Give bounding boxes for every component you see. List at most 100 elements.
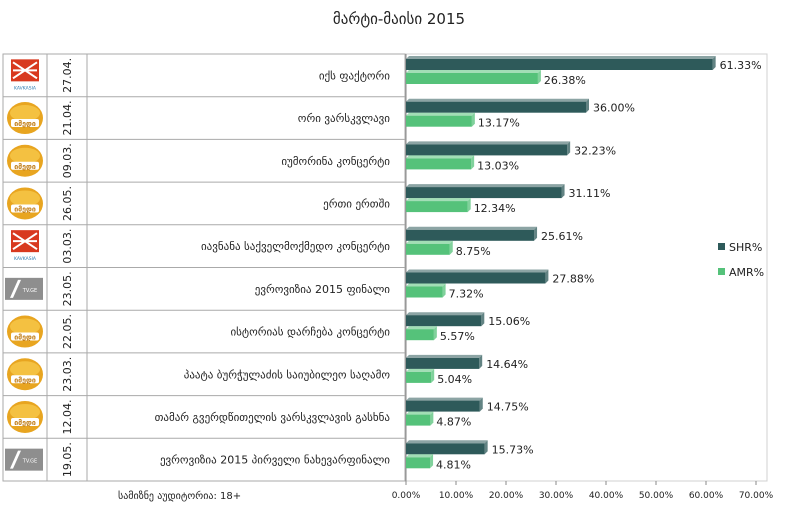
x-tick-label: 70.00% xyxy=(739,491,774,501)
amr-bar xyxy=(406,73,538,84)
row-label: ისტორიას დარჩება კონცერტი xyxy=(230,326,390,339)
x-tick-label: 10.00% xyxy=(439,491,474,501)
amr-bar xyxy=(406,457,431,469)
x-tick-label: 60.00% xyxy=(689,491,724,501)
imedi-logo-icon: იმედი xyxy=(7,400,43,433)
shr-value-label: 15.73% xyxy=(492,443,534,456)
x-tick-label: 40.00% xyxy=(589,491,624,501)
shr-bar-side xyxy=(534,226,538,241)
tvge-logo-icon: TV.GE xyxy=(5,277,43,300)
amr-bar-top xyxy=(406,326,437,330)
row-date: 26.05. xyxy=(61,186,74,221)
shr-bar-top xyxy=(406,226,538,230)
amr-bar-top xyxy=(406,368,435,372)
row-label: ევროვიზია 2015 პირველი ნახევარფინალი xyxy=(160,454,390,467)
x-tick-label: 30.00% xyxy=(539,491,574,501)
row-date: 12.04. xyxy=(61,399,74,434)
tvge-logo-text: TV.GE xyxy=(22,459,37,465)
row-label: იუმორინა კონცერტი xyxy=(281,155,390,168)
amr-bar-side xyxy=(471,155,475,170)
imedi-logo-text: იმედი xyxy=(14,120,36,128)
amr-value-label: 7.32% xyxy=(449,288,484,301)
shr-value-label: 31.11% xyxy=(569,187,611,200)
row-date: 09.03. xyxy=(61,143,74,178)
legend-swatch xyxy=(718,268,725,275)
shr-bar xyxy=(406,187,562,199)
shr-bar xyxy=(406,315,482,327)
amr-bar xyxy=(406,414,431,426)
amr-value-label: 4.87% xyxy=(436,416,471,429)
shr-bar xyxy=(406,400,480,412)
legend-label: AMR% xyxy=(729,266,764,279)
tvge-logo-text: TV.GE xyxy=(22,288,37,294)
shr-bar-side xyxy=(479,354,483,369)
shr-value-label: 61.33% xyxy=(720,59,762,72)
amr-value-label: 12.34% xyxy=(474,202,516,215)
amr-value-label: 5.04% xyxy=(437,373,472,386)
shr-bar-top xyxy=(406,312,485,316)
amr-value-label: 4.81% xyxy=(436,458,471,471)
amr-value-label: 13.17% xyxy=(478,117,520,130)
amr-bar-side xyxy=(433,326,437,341)
kavkasia-logo-icon: KAVKASIA xyxy=(11,230,39,262)
shr-bar xyxy=(406,443,485,455)
shr-bar xyxy=(406,229,535,241)
amr-bar xyxy=(406,371,432,383)
row-label: იქს ფაქტორი xyxy=(319,69,390,82)
amr-bar-top xyxy=(406,112,475,116)
legend-swatch xyxy=(718,243,725,250)
imedi-logo-text: იმედი xyxy=(14,205,36,213)
kavkasia-logo-icon: KAVKASIA xyxy=(11,59,39,91)
shr-bar-top xyxy=(406,184,565,188)
shr-bar xyxy=(406,357,480,369)
shr-bar-side xyxy=(567,141,571,156)
shr-bar xyxy=(406,272,546,284)
target-audience-note: სამიზნე აუდიტორია: 18+ xyxy=(118,491,242,502)
amr-value-label: 26.38% xyxy=(544,74,586,87)
amr-bar-top xyxy=(406,411,434,415)
x-tick-label: 50.00% xyxy=(639,491,674,501)
amr-value-label: 13.03% xyxy=(477,159,519,172)
imedi-logo-text: იმედი xyxy=(14,419,36,427)
shr-bar xyxy=(406,101,586,113)
amr-bar-top xyxy=(406,198,471,202)
shr-bar xyxy=(406,59,713,70)
row-label: ორი ვარსკვლავი xyxy=(298,112,391,125)
shr-bar-top xyxy=(406,56,716,59)
amr-bar-top xyxy=(406,240,453,244)
x-tick-label: 0.00% xyxy=(392,491,421,501)
shr-bar-top xyxy=(406,98,589,102)
shr-bar-top xyxy=(406,269,549,273)
row-date: 23.03. xyxy=(61,357,74,392)
row-date: 22.05. xyxy=(61,314,74,349)
shr-bar-side xyxy=(561,184,565,199)
kavkasia-logo-text: KAVKASIA xyxy=(14,85,37,91)
amr-bar-side xyxy=(442,283,446,298)
amr-bar xyxy=(406,286,443,298)
row-label: იავნანა საქველმოქმედო კონცერტი xyxy=(201,240,390,253)
amr-bar-side xyxy=(471,112,475,127)
shr-value-label: 14.64% xyxy=(486,358,528,371)
shr-value-label: 36.00% xyxy=(593,102,635,115)
amr-value-label: 8.75% xyxy=(456,245,491,258)
amr-bar-top xyxy=(406,155,475,159)
tvge-logo-icon: TV.GE xyxy=(5,448,43,471)
amr-value-label: 5.57% xyxy=(440,330,475,343)
amr-bar-side xyxy=(449,240,453,255)
amr-bar xyxy=(406,115,472,127)
shr-bar-side xyxy=(712,56,716,70)
amr-bar xyxy=(406,243,450,255)
imedi-logo-icon: იმედი xyxy=(7,315,43,348)
amr-bar xyxy=(406,158,472,170)
imedi-logo-icon: იმედი xyxy=(7,144,43,177)
row-label: პაატა ბურჭულაძის საიუბილეო საღამო xyxy=(184,368,391,381)
imedi-logo-icon: იმედი xyxy=(7,358,43,391)
shr-value-label: 25.61% xyxy=(541,230,583,243)
row-label: თამარ გვერდწითელის ვარსკვლავის გასხნა xyxy=(155,411,391,424)
amr-bar-side xyxy=(430,411,434,426)
amr-bar xyxy=(406,329,434,341)
row-date: 03.03. xyxy=(61,229,74,264)
shr-value-label: 32.23% xyxy=(574,144,616,157)
shr-value-label: 14.75% xyxy=(487,401,529,414)
row-date: 21.04. xyxy=(61,101,74,136)
